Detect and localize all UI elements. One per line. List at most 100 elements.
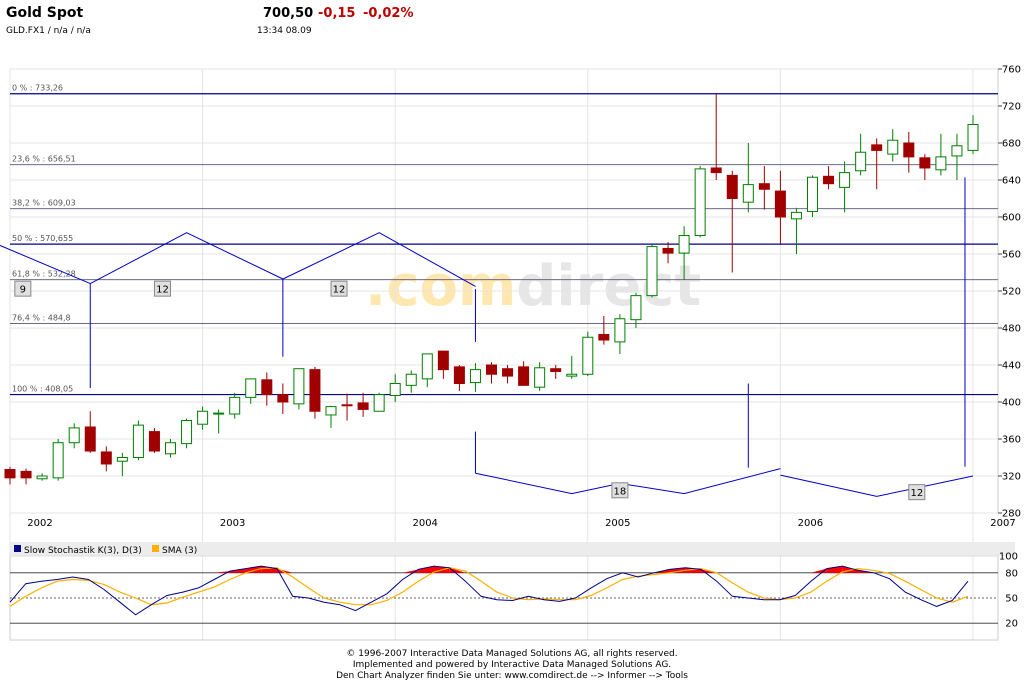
x-tick-label: 2004 <box>412 518 437 529</box>
candle <box>453 365 465 391</box>
price-change-percent: -0,02% <box>363 6 414 21</box>
candle-body <box>116 457 128 462</box>
cycle-arc <box>780 474 974 497</box>
comdirect-watermark: .comdirect <box>365 254 701 319</box>
x-tick-label: 2006 <box>798 518 823 529</box>
candle <box>84 411 96 453</box>
candle-body <box>229 396 241 415</box>
candle-body <box>935 156 947 171</box>
candle <box>502 365 514 384</box>
x-tick-label: 2007 <box>990 518 1015 529</box>
candle <box>935 133 947 176</box>
candle <box>951 133 963 180</box>
candle <box>52 439 64 481</box>
candle-body <box>855 151 867 172</box>
candle <box>277 383 289 415</box>
y-tick-label: 320 <box>1002 472 1021 483</box>
powered-by-line: Implemented and powered by Interactive D… <box>352 660 672 670</box>
candle <box>807 175 818 217</box>
candle <box>165 439 176 458</box>
cycle-count-box <box>14 280 32 297</box>
candle <box>774 170 786 245</box>
chart-analyzer-line: Den Chart Analyzer finden Sie unter: www… <box>336 671 688 681</box>
cycle-count-box <box>153 280 171 297</box>
overbought-fill <box>245 566 262 573</box>
candle <box>710 93 722 180</box>
symbol-line: GLD.FX1 / n/a / n/a <box>6 26 91 36</box>
candle <box>726 170 738 273</box>
candle-body <box>373 394 385 412</box>
candle-body <box>678 235 690 254</box>
fib-level-label: 38,2 % : 609,03 <box>12 199 76 208</box>
cycle-count-label: 9 <box>20 285 26 296</box>
candle-body <box>52 442 64 479</box>
candle <box>389 374 401 402</box>
y-tick-label: 480 <box>1002 324 1021 335</box>
y-tick-label: 760 <box>1002 65 1021 76</box>
fib-level-label: 23,6 % : 656,51 <box>12 155 76 164</box>
candle-body <box>694 168 706 236</box>
candle <box>678 226 690 280</box>
candle-body <box>566 373 578 377</box>
candle <box>309 366 321 419</box>
candle <box>100 446 112 472</box>
candle <box>213 409 225 434</box>
y-tick-label: 280 <box>1002 509 1021 520</box>
price-change: -0,15 <box>318 6 356 21</box>
candle <box>582 331 594 377</box>
candle <box>871 138 883 190</box>
candle-body <box>469 369 481 384</box>
candle-body <box>357 402 369 410</box>
candle-body <box>68 427 80 444</box>
candle-body <box>774 190 786 218</box>
copyright-line: © 1996-2007 Interactive Data Managed Sol… <box>346 649 678 659</box>
candle-body <box>630 295 642 321</box>
candle <box>469 363 481 392</box>
stoch-tick-label: 80 <box>1005 568 1018 579</box>
y-tick-label: 640 <box>1002 176 1021 187</box>
candle-body <box>100 451 112 465</box>
candle <box>325 405 337 428</box>
candle <box>341 393 353 421</box>
candle-body <box>293 368 305 405</box>
candle <box>646 244 658 298</box>
candle-body <box>839 172 851 188</box>
candle-body <box>823 175 835 185</box>
candle <box>181 418 193 449</box>
candle-body <box>197 410 209 425</box>
candle <box>534 362 546 391</box>
stoch-tick-label: 50 <box>1005 594 1018 605</box>
candle-body <box>213 412 225 415</box>
candle <box>566 355 578 379</box>
y-tick-label: 440 <box>1002 361 1021 372</box>
candle-body <box>614 318 626 343</box>
candle <box>614 314 626 354</box>
candle <box>229 392 241 419</box>
candle-body <box>903 142 915 158</box>
candle-body <box>871 144 883 151</box>
stochastic-panel: Slow Stochastik K(3), D(3) SMA (3) 20 50 80 1… <box>9 542 1018 641</box>
y-tick-label: 520 <box>1002 287 1021 298</box>
candle <box>148 427 160 453</box>
legend-swatch-sma <box>152 545 159 552</box>
stochastic-legend-bar <box>10 542 1015 556</box>
overbought-fill <box>276 568 293 573</box>
candle-body <box>421 353 433 380</box>
cycle-arc <box>282 232 476 287</box>
candle <box>68 423 80 449</box>
candle <box>293 368 305 410</box>
sma-line <box>9 567 969 607</box>
candle-body <box>148 431 160 452</box>
candle <box>662 241 674 264</box>
candle-body <box>887 139 899 155</box>
candle-body <box>518 366 530 386</box>
legend-label-k: Slow Stochastik K(3), D(3) <box>24 546 142 556</box>
candle <box>967 115 979 155</box>
candle-body <box>758 183 770 190</box>
candle-body <box>726 174 738 199</box>
candle <box>903 131 915 173</box>
candle <box>694 166 706 238</box>
y-tick-label: 720 <box>1002 102 1021 113</box>
candle-body <box>261 379 273 396</box>
stoch-tick-label: 20 <box>1005 619 1018 630</box>
